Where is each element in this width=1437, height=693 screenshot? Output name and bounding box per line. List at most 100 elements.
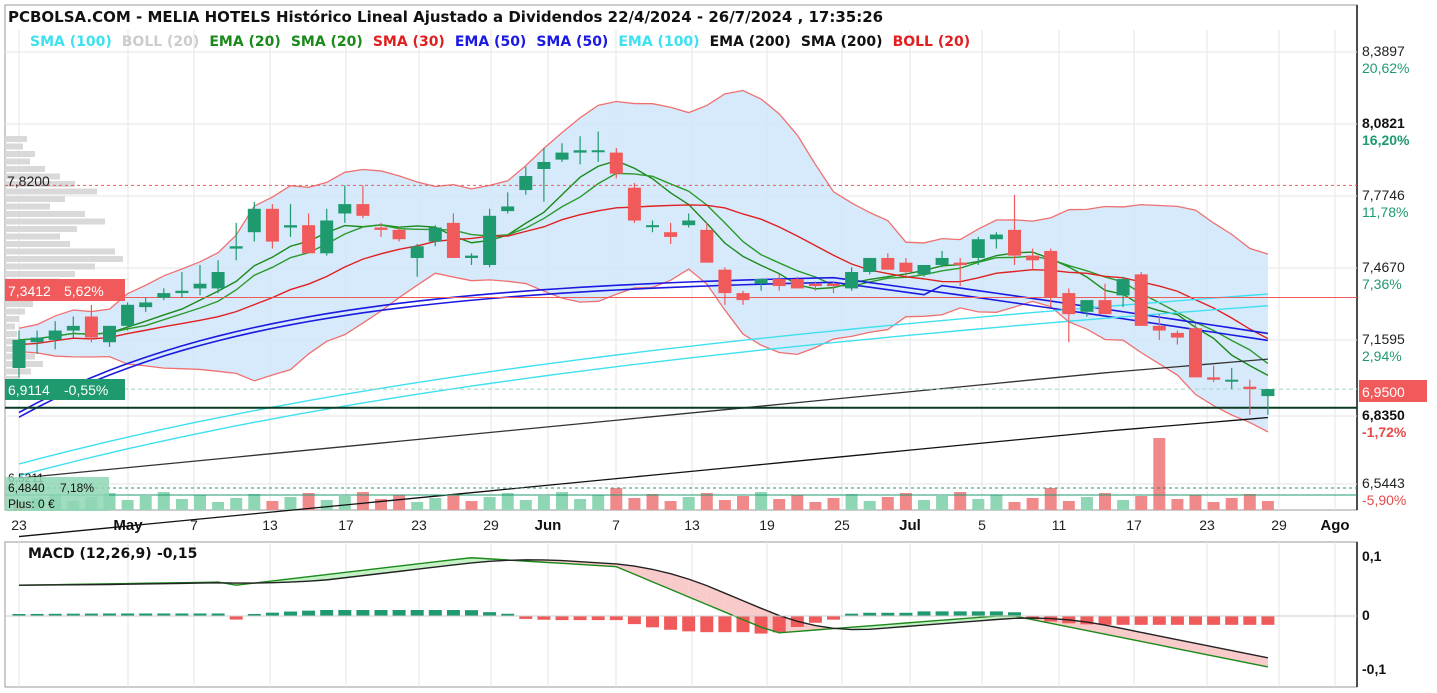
macd-hist-54 <box>989 611 1003 616</box>
candle-body-46 <box>845 272 859 289</box>
candle-body-40 <box>736 293 750 301</box>
candle-body-38 <box>700 229 714 263</box>
volume-bar-24 <box>447 494 460 510</box>
macd-hist-18 <box>338 610 352 616</box>
left-box-1-pct: 5,62% <box>64 283 104 299</box>
macd-hist-49 <box>899 612 913 616</box>
volume-bar-19 <box>356 492 369 510</box>
indicator-legend: SMA (100) BOLL (20) EMA (20) SMA (20) SMA (3… <box>30 34 970 50</box>
macd-hist-59 <box>1080 616 1094 625</box>
candle-body-23 <box>428 227 442 242</box>
profile-bar-5 <box>5 173 60 180</box>
volume-bar-58 <box>1062 501 1075 510</box>
profile-bar-1 <box>5 143 23 150</box>
macd-fill-34 <box>634 566 653 582</box>
candle-body-37 <box>682 220 696 226</box>
date-label-0: 23 <box>11 517 27 533</box>
macd-hist-66 <box>1207 616 1221 625</box>
candle-body-47 <box>863 257 877 273</box>
volume-bar-56 <box>1026 498 1039 510</box>
macd-hist-20 <box>374 610 388 616</box>
candle-body-15 <box>284 225 297 228</box>
volume-bar-59 <box>1080 497 1093 510</box>
macd-hist-9 <box>175 613 189 616</box>
profile-bar-2 <box>5 151 35 157</box>
candle-body-16 <box>302 225 316 254</box>
volume-bar-35 <box>646 494 659 510</box>
volume-bar-30 <box>556 492 568 510</box>
macd-hist-68 <box>1243 616 1257 625</box>
profile-bar-31 <box>5 368 31 375</box>
price-pct-4: 2,94% <box>1362 348 1402 364</box>
macd-hist-34 <box>627 616 641 625</box>
macd-hist-13 <box>247 614 261 616</box>
price-label-5: 6,8350 <box>1362 407 1405 423</box>
macd-hist-1 <box>30 613 44 616</box>
ema-50-line <box>18 276 1269 414</box>
volume-bar-12 <box>230 498 243 510</box>
macd-hist-5 <box>103 613 116 616</box>
price-label-4: 7,1595 <box>1362 331 1405 347</box>
profile-bar-16 <box>5 256 123 262</box>
date-label-12: Jul <box>899 517 921 534</box>
bollinger-fill <box>19 90 1268 432</box>
date-label-9: 13 <box>684 517 700 533</box>
profile-bar-13 <box>5 233 60 240</box>
candle-body-31 <box>573 150 587 153</box>
volume-bar-49 <box>899 493 912 510</box>
macd-panel-frame <box>4 541 1358 688</box>
volume-bar-67 <box>1225 498 1238 510</box>
profile-bar-3 <box>5 158 30 165</box>
candle-body-42 <box>772 279 786 287</box>
candle-body-11 <box>211 272 225 289</box>
volume-bar-20 <box>375 499 387 510</box>
candle-body-62 <box>1134 274 1148 326</box>
price-pct-6: -5,90% <box>1362 492 1406 508</box>
date-label-7: Jun <box>535 517 562 534</box>
volume-bar-43 <box>791 495 804 510</box>
candle-body-63 <box>1152 325 1166 331</box>
legend-item-9: SMA (200) <box>801 34 883 50</box>
volume-bar-25 <box>465 501 478 510</box>
date-label-18: Ago <box>1320 517 1349 534</box>
volume-bar-52 <box>954 492 967 510</box>
candle-body-18 <box>338 204 352 214</box>
left-box-2-price: 6,9114 <box>8 382 50 398</box>
macd-hist-8 <box>157 613 171 616</box>
legend-item-0: SMA (100) <box>30 34 112 50</box>
macd-hist-45 <box>827 616 840 620</box>
volume-bar-33 <box>610 488 623 510</box>
volume-bar-65 <box>1189 495 1202 510</box>
volume-bar-22 <box>411 502 424 510</box>
volume-bar-38 <box>700 493 713 510</box>
macd-hist-51 <box>935 611 949 616</box>
candle-body-39 <box>718 269 732 294</box>
date-axis-labels: 23 May 7 13 17 23 29 Jun 7 13 19 25 Jul 5 11 17 23 29 Ago <box>11 517 1349 534</box>
last-price-badge <box>1359 380 1427 402</box>
date-label-14: 11 <box>1052 517 1067 533</box>
max-level-label: 7,8200 <box>7 173 50 189</box>
candle-body-57 <box>1044 250 1058 298</box>
price-label-6: 6,5443 <box>1362 475 1405 491</box>
legend-item-8: EMA (200) <box>710 34 791 50</box>
volume-bar-68 <box>1243 494 1256 510</box>
candle-body-49 <box>899 262 913 273</box>
macd-hist-28 <box>519 616 533 619</box>
legend-item-3: SMA (20) <box>291 34 363 50</box>
macd-hist-0 <box>12 614 26 616</box>
date-label-10: 19 <box>759 517 775 533</box>
macd-hist-36 <box>664 616 678 630</box>
macd-hist-40 <box>736 616 750 633</box>
volume-bar-7 <box>139 496 152 510</box>
macd-hist-50 <box>917 611 931 616</box>
candle-body-53 <box>971 239 985 258</box>
left-box-1 <box>5 279 125 301</box>
date-label-5: 23 <box>411 517 427 533</box>
candle-body-58 <box>1062 293 1076 315</box>
candle-body-51 <box>935 257 949 265</box>
volume-bar-39 <box>718 500 731 510</box>
sma-30-line <box>18 204 1269 346</box>
ema-200-line <box>18 358 1268 479</box>
profile-bar-24 <box>5 316 19 322</box>
price-label-1: 8,0821 <box>1362 115 1405 131</box>
